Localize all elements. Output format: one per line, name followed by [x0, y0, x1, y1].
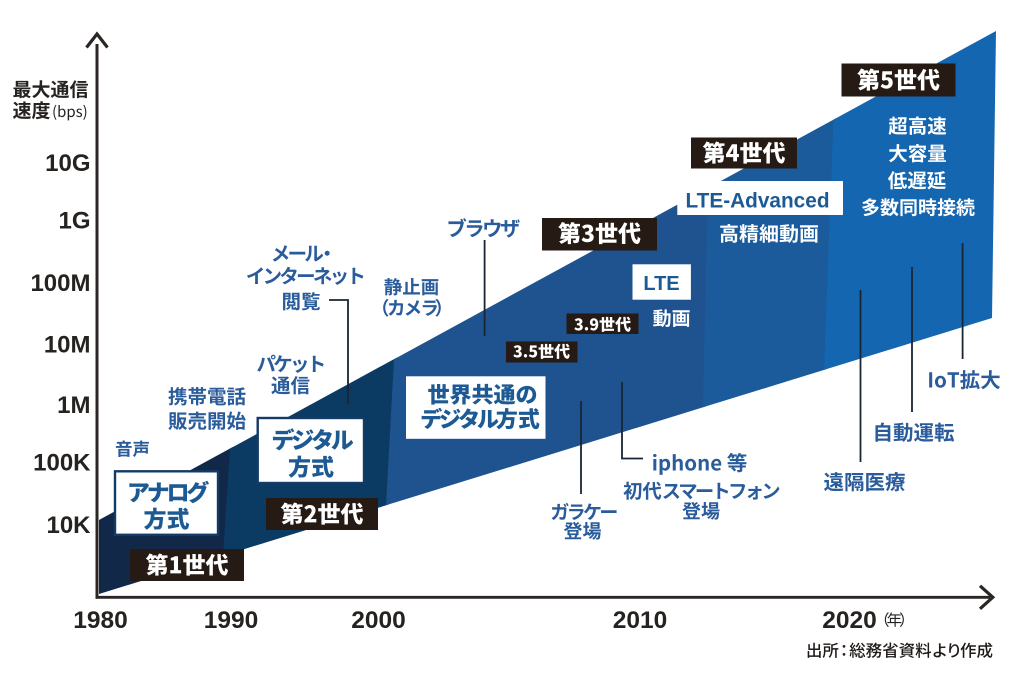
svg-text:1990: 1990 [204, 607, 259, 634]
svg-text:10G: 10G [45, 150, 90, 177]
svg-text:10K: 10K [46, 512, 91, 539]
svg-text:100K: 100K [33, 450, 91, 477]
svg-text:2010: 2010 [613, 607, 668, 634]
svg-text:LTE-Advanced: LTE-Advanced [685, 189, 829, 212]
svg-text:1G: 1G [58, 208, 90, 235]
svg-text:10M: 10M [44, 332, 91, 359]
svg-text:2000: 2000 [351, 607, 406, 634]
svg-text:2020: 2020 [822, 607, 877, 634]
svg-text:100M: 100M [30, 270, 90, 297]
svg-text:1980: 1980 [73, 607, 128, 634]
svg-text:1M: 1M [57, 392, 90, 419]
svg-text:LTE: LTE [643, 273, 679, 295]
